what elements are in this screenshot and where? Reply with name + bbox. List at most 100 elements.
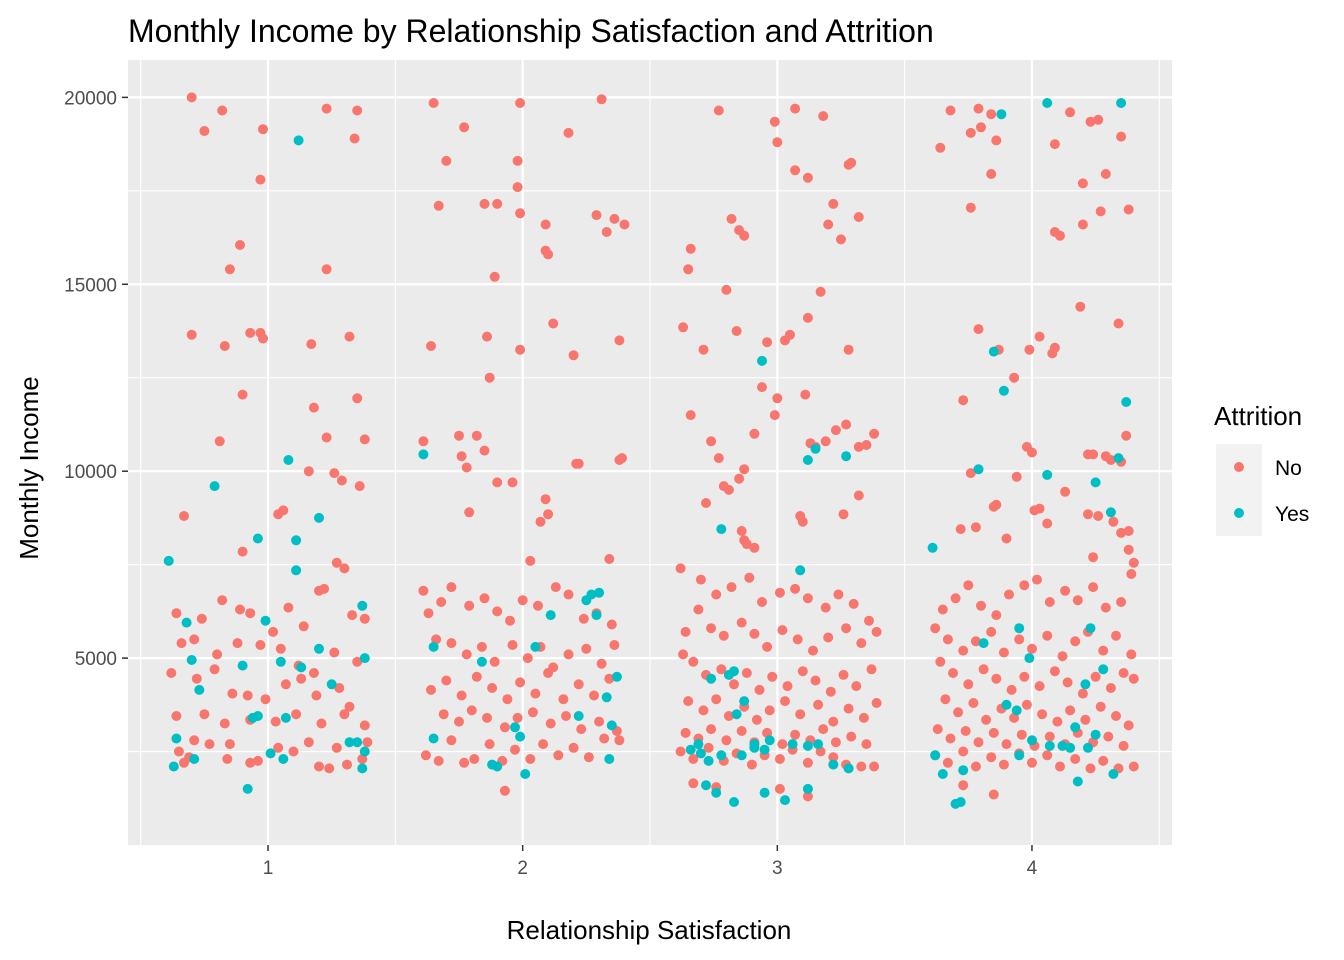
data-point	[502, 694, 513, 705]
data-point	[706, 436, 717, 447]
data-point	[1042, 750, 1053, 761]
data-point	[1070, 754, 1081, 764]
data-point	[759, 787, 770, 798]
data-point	[515, 731, 526, 742]
legend-label: Yes	[1275, 503, 1309, 526]
data-point	[235, 604, 245, 615]
data-point	[543, 249, 554, 260]
data-point	[296, 662, 307, 673]
data-point	[958, 645, 969, 656]
data-point	[978, 638, 989, 649]
data-point	[255, 174, 266, 185]
data-point	[303, 737, 314, 748]
data-point	[935, 142, 946, 153]
data-point	[1116, 131, 1127, 142]
data-point	[1116, 597, 1127, 607]
data-point	[828, 759, 839, 770]
data-point	[721, 735, 732, 746]
data-point	[1100, 169, 1111, 179]
data-point	[950, 593, 961, 604]
data-point	[963, 679, 974, 690]
data-point	[507, 640, 518, 650]
data-point	[1019, 671, 1030, 682]
data-point	[998, 647, 1009, 658]
data-point	[846, 731, 857, 742]
data-point	[1121, 430, 1132, 441]
data-point	[965, 468, 976, 479]
data-point	[589, 690, 599, 701]
data-point	[838, 669, 849, 680]
data-point	[1027, 735, 1037, 746]
data-point	[606, 720, 617, 731]
data-point	[802, 455, 813, 465]
data-point	[316, 718, 327, 729]
data-point	[321, 264, 332, 275]
data-point	[591, 210, 602, 221]
data-point	[548, 318, 559, 329]
data-point	[871, 626, 882, 637]
data-point	[512, 182, 523, 193]
data-point	[790, 165, 801, 176]
data-point	[1034, 331, 1045, 342]
data-point	[219, 718, 230, 729]
data-point	[1080, 714, 1091, 725]
data-point	[782, 681, 793, 692]
data-point	[601, 692, 612, 703]
data-point	[459, 122, 470, 133]
data-point	[507, 477, 518, 488]
data-point	[1021, 699, 1032, 710]
data-point	[958, 765, 969, 776]
data-point	[1088, 552, 1099, 563]
data-point	[298, 621, 309, 632]
data-point	[515, 98, 526, 108]
data-point	[321, 432, 332, 443]
data-point	[354, 481, 365, 492]
data-point	[958, 746, 969, 757]
data-point	[1024, 653, 1035, 664]
data-point	[1019, 580, 1030, 591]
data-point	[1055, 761, 1065, 772]
data-point	[204, 739, 215, 750]
data-point	[853, 212, 864, 222]
data-point	[1006, 684, 1017, 695]
data-point	[194, 684, 205, 695]
y-axis-title: Monthly Income	[14, 376, 44, 560]
data-point	[1065, 705, 1076, 716]
data-point	[484, 372, 495, 383]
grid-minor	[128, 60, 1172, 845]
data-point	[680, 626, 691, 637]
data-point	[736, 726, 747, 736]
data-point	[255, 640, 266, 650]
data-point	[729, 666, 739, 677]
data-point	[1123, 526, 1134, 536]
data-point	[245, 608, 256, 619]
x-axis-ticks: 1 2 3 4	[263, 845, 1038, 879]
data-point	[357, 763, 368, 774]
data-point	[561, 711, 571, 721]
data-point	[1100, 602, 1111, 613]
data-point	[683, 264, 694, 275]
data-point	[792, 634, 803, 645]
data-point	[311, 690, 322, 701]
data-point	[675, 563, 686, 574]
chart-title: Monthly Income by Relationship Satisfact…	[128, 13, 934, 49]
data-point	[1105, 683, 1116, 693]
data-point	[1004, 589, 1014, 600]
data-point	[772, 137, 783, 148]
data-point	[418, 436, 429, 447]
data-point	[846, 157, 857, 168]
data-point	[329, 468, 340, 479]
data-point	[1052, 716, 1063, 727]
data-point	[1042, 630, 1053, 641]
data-point	[1083, 742, 1093, 753]
data-point	[1049, 227, 1060, 237]
data-point	[703, 755, 714, 766]
data-point	[790, 583, 801, 594]
data-point	[810, 443, 821, 454]
data-point	[359, 434, 370, 445]
data-point	[935, 656, 946, 667]
data-point	[543, 668, 554, 678]
data-point	[998, 759, 1009, 770]
data-point	[461, 462, 472, 473]
